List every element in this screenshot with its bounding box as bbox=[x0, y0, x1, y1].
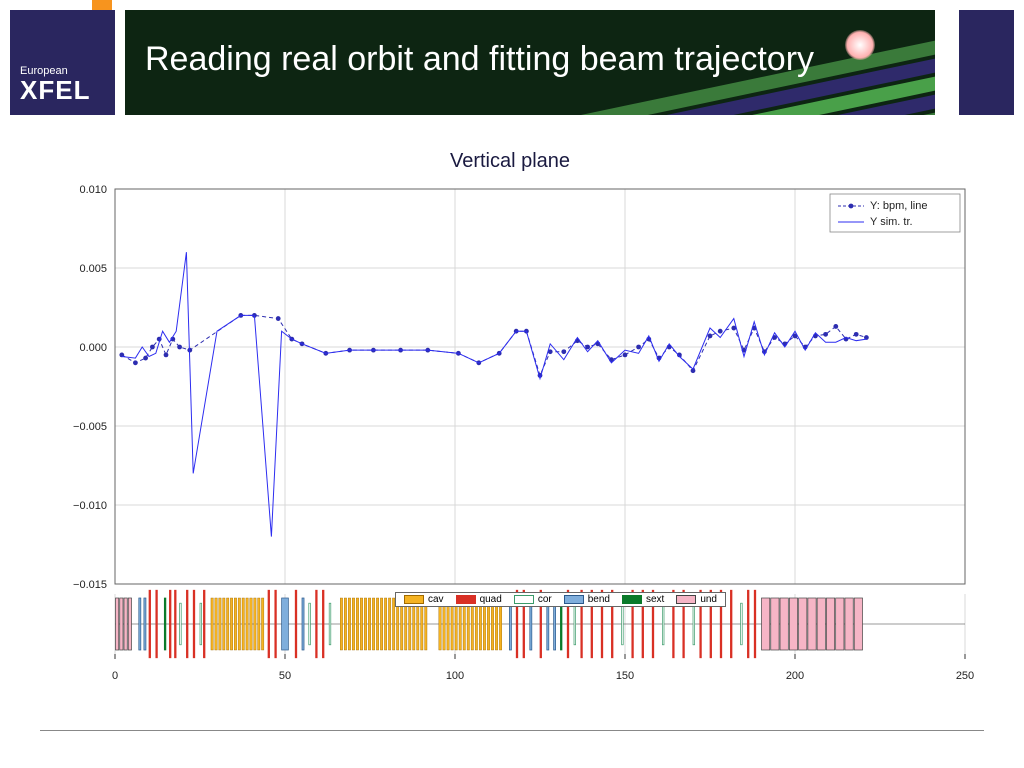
orange-accent bbox=[92, 0, 112, 10]
svg-text:200: 200 bbox=[786, 670, 804, 682]
svg-text:−0.005: −0.005 bbox=[73, 421, 107, 433]
header-stripe bbox=[0, 0, 1024, 10]
lattice-legend: cav quad cor bend sext und bbox=[395, 592, 726, 607]
lattice-legend-cor: cor bbox=[514, 594, 552, 605]
chart-title: Vertical plane bbox=[40, 150, 980, 173]
lattice-legend-und: und bbox=[676, 594, 717, 605]
logo-main-text: XFEL bbox=[20, 75, 115, 106]
svg-text:0.000: 0.000 bbox=[79, 342, 107, 354]
xfel-logo: European XFEL bbox=[10, 10, 115, 115]
lattice-legend-quad: quad bbox=[456, 594, 502, 605]
svg-text:250: 250 bbox=[956, 670, 974, 682]
footer-rule bbox=[40, 730, 984, 731]
svg-text:−0.010: −0.010 bbox=[73, 500, 107, 512]
svg-text:0.010: 0.010 bbox=[79, 184, 107, 196]
header-right-block bbox=[959, 10, 1014, 115]
svg-text:150: 150 bbox=[616, 670, 634, 682]
svg-text:Y: bpm, line: Y: bpm, line bbox=[870, 200, 927, 212]
svg-text:100: 100 bbox=[446, 670, 464, 682]
svg-text:0: 0 bbox=[112, 670, 118, 682]
chart-area: Vertical plane −0.015 −0.010 −0.005 0.000 0.… bbox=[40, 150, 980, 710]
header: European XFEL Reading real orbit and fit… bbox=[0, 0, 1024, 116]
svg-text:Y sim. tr.: Y sim. tr. bbox=[870, 216, 913, 228]
page-title: Reading real orbit and fitting beam traj… bbox=[145, 40, 814, 79]
lattice-legend-bend: bend bbox=[564, 594, 610, 605]
lattice-legend-cav: cav bbox=[404, 594, 444, 605]
svg-text:0.005: 0.005 bbox=[79, 263, 107, 275]
light-glow-icon bbox=[845, 30, 875, 60]
lattice-legend-sext: sext bbox=[622, 594, 664, 605]
chart-svg: −0.015 −0.010 −0.005 0.000 0.005 0.010 0 50 100 1… bbox=[40, 179, 980, 709]
svg-text:−0.015: −0.015 bbox=[73, 579, 107, 591]
svg-text:50: 50 bbox=[279, 670, 291, 682]
